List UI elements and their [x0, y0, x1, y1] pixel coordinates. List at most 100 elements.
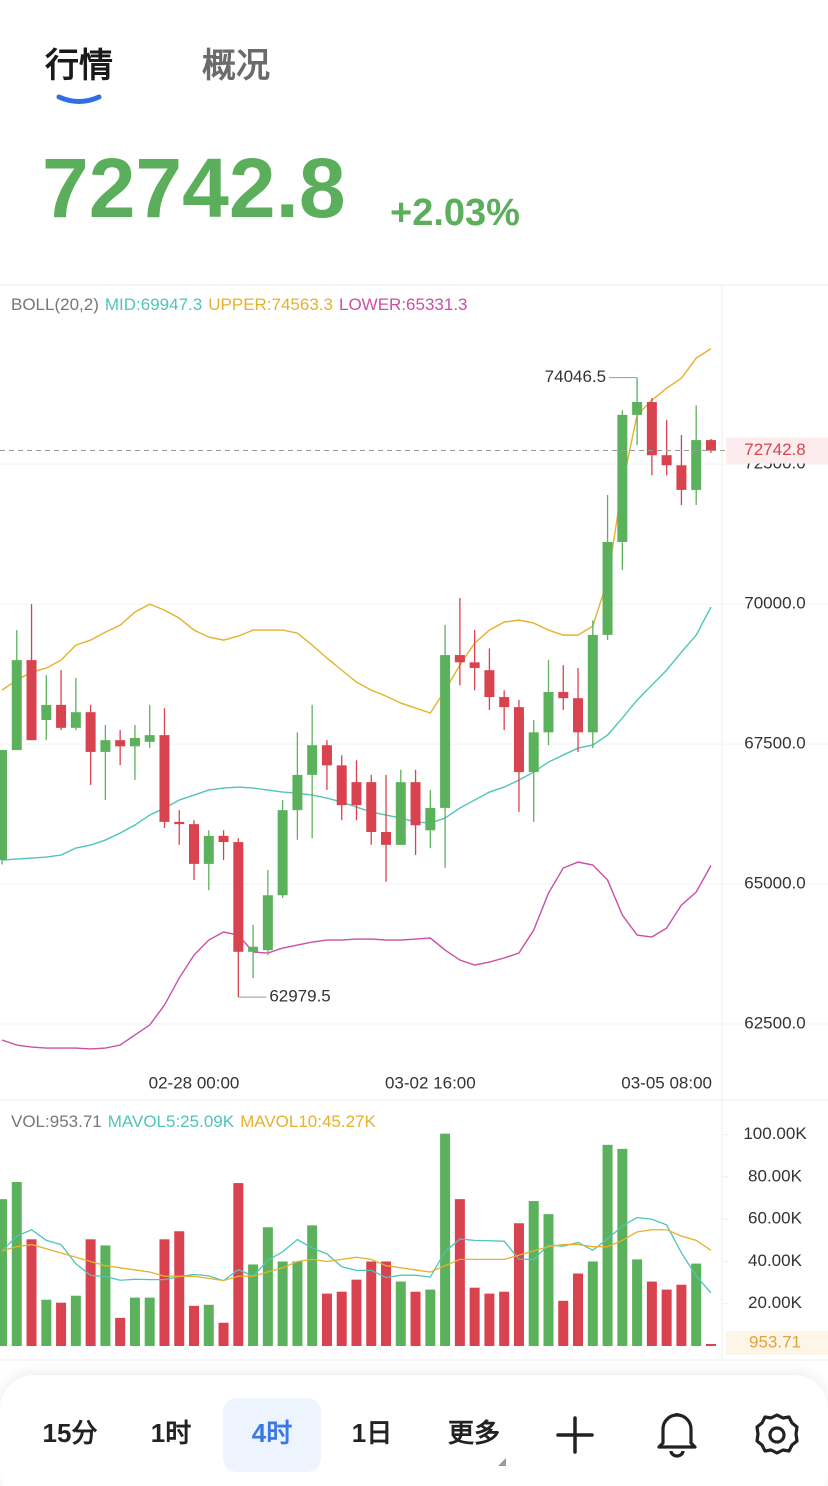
- y-tick-label: 40.00K: [748, 1251, 803, 1270]
- candle-body: [366, 782, 377, 832]
- candle-body: [587, 634, 598, 733]
- interval-button[interactable]: 4时: [252, 1418, 292, 1448]
- tab[interactable]: 行情: [45, 47, 113, 85]
- candle-body: [543, 692, 554, 733]
- last-value-tag: [726, 1331, 828, 1355]
- candle-body: [484, 670, 495, 698]
- volume-bar: [513, 1223, 524, 1346]
- candle-body: [41, 704, 52, 721]
- legend-entry: LOWER:65331.3: [339, 295, 468, 314]
- volume-bar: [425, 1289, 436, 1346]
- volume-bar: [129, 1297, 140, 1346]
- candle-body: [440, 655, 451, 808]
- candle-body: [425, 807, 436, 831]
- y-tick-label: 70000.0: [744, 594, 805, 613]
- alert-button[interactable]: [657, 1413, 697, 1458]
- candle-body: [233, 842, 244, 952]
- volume-bar: [484, 1293, 495, 1346]
- volume-bar: [499, 1291, 510, 1346]
- interval-button[interactable]: 1时: [151, 1418, 191, 1448]
- candle-body: [277, 810, 288, 896]
- candle-body: [26, 660, 37, 741]
- x-tick-label: 02-28 00:00: [149, 1073, 240, 1092]
- volume-bar: [410, 1291, 421, 1346]
- candle-body: [129, 737, 140, 747]
- price-change: +2.03%: [390, 192, 520, 234]
- indicator-line: [1, 861, 712, 1050]
- last-price: 72742.8: [42, 141, 346, 235]
- candle-body: [174, 821, 185, 825]
- volume-bar: [661, 1289, 672, 1346]
- indicator-line: [1, 606, 712, 861]
- more-button[interactable]: 更多: [448, 1418, 500, 1448]
- candle-body: [262, 895, 273, 951]
- candle-body: [248, 946, 259, 952]
- x-tick-label: 03-05 08:00: [621, 1073, 712, 1092]
- indicator-label: BOLL(20,2): [11, 295, 99, 314]
- candle-body: [676, 465, 687, 490]
- volume-bar: [11, 1182, 22, 1346]
- candle-body: [513, 707, 524, 773]
- volume-bar: [587, 1261, 598, 1346]
- y-tick-label: 67500.0: [744, 734, 805, 753]
- last-price-label: 72742.8: [744, 440, 805, 459]
- volume-bar: [100, 1245, 111, 1346]
- y-tick-label: 100.00K: [743, 1124, 807, 1143]
- candle-body: [573, 698, 584, 733]
- y-tick-label: 20.00K: [748, 1293, 803, 1312]
- candle-body: [100, 740, 111, 752]
- volume-bar: [248, 1264, 259, 1346]
- settings-button[interactable]: [755, 1413, 799, 1455]
- volume-bar: [203, 1304, 214, 1346]
- candle-body: [705, 440, 716, 451]
- volume-bar: [85, 1239, 96, 1346]
- volume-bar: [573, 1273, 584, 1346]
- volume-bar: [602, 1144, 613, 1346]
- volume-bar: [218, 1322, 229, 1346]
- candle-body: [469, 662, 480, 668]
- candle-body: [115, 740, 126, 747]
- add-button[interactable]: [556, 1416, 594, 1454]
- volume-bar: [558, 1300, 569, 1346]
- volume-bar: [528, 1201, 539, 1346]
- volume-bar: [70, 1295, 81, 1346]
- volume-bar: [56, 1302, 67, 1346]
- candle-body: [144, 735, 155, 742]
- interval-button[interactable]: 15分: [43, 1418, 98, 1448]
- volume-bar: [262, 1227, 273, 1346]
- volume-bar: [543, 1214, 554, 1346]
- candle-body: [528, 732, 539, 773]
- tab-underline: [56, 94, 102, 104]
- tab[interactable]: 概况: [202, 47, 270, 85]
- volume-bar: [144, 1297, 155, 1346]
- candle-body: [189, 824, 200, 864]
- annotation-label: 62979.5: [269, 987, 330, 1006]
- candle-body: [602, 541, 613, 635]
- candle-body: [381, 831, 392, 845]
- candle-body: [218, 835, 229, 843]
- candle-body: [203, 835, 214, 864]
- volume-bar: [277, 1261, 288, 1346]
- indicator-line: [1, 1216, 712, 1294]
- last-value-label: 953.71: [749, 1332, 801, 1351]
- indicator-label: VOL:953.71: [11, 1112, 102, 1131]
- volume-bar: [351, 1279, 362, 1346]
- indicator-line: [1, 348, 712, 714]
- volume-bar: [617, 1148, 628, 1346]
- volume-bar: [292, 1261, 303, 1346]
- volume-bar: [440, 1133, 451, 1346]
- candle-body: [321, 745, 332, 766]
- volume-bar: [174, 1231, 185, 1346]
- y-tick-label: 65000.0: [744, 874, 805, 893]
- candle-body: [336, 765, 347, 806]
- annotation-label: 74046.5: [545, 367, 606, 386]
- dropdown-indicator: [498, 1458, 506, 1466]
- last-price-tag: [726, 437, 828, 464]
- legend-entry: UPPER:74563.3: [208, 295, 333, 314]
- x-tick-label: 03-02 16:00: [385, 1073, 476, 1092]
- candle-body: [558, 692, 569, 699]
- legend: BOLL(20,2) MID:69947.3 UPPER:74563.3 LOWER:…: [11, 295, 468, 314]
- legend-entry: MAVOL10:45.27K: [240, 1112, 376, 1131]
- interval-button[interactable]: 1日: [352, 1418, 392, 1448]
